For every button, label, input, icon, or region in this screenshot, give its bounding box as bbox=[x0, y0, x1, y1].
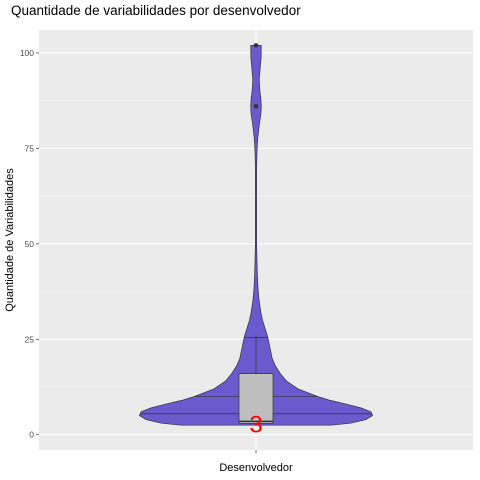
outlier-layer bbox=[253, 43, 259, 109]
y-tick-label: 0 bbox=[29, 430, 34, 440]
x-axis-title: Desenvolvedor bbox=[219, 462, 293, 474]
annotation-label: 3 bbox=[249, 411, 262, 438]
annotation-layer: 3 bbox=[249, 411, 262, 438]
chart-title: Quantidade de variabilidades por desenvo… bbox=[11, 3, 301, 18]
y-axis-title: Quantidade de Variabilidades bbox=[4, 168, 16, 312]
box-body bbox=[238, 373, 274, 424]
boxplot-layer bbox=[238, 335, 274, 426]
outlier-point bbox=[253, 43, 259, 48]
y-tick-label: 25 bbox=[25, 334, 35, 344]
y-tick-label: 50 bbox=[25, 239, 35, 249]
outlier-point bbox=[253, 104, 259, 109]
y-tick-label: 100 bbox=[20, 48, 34, 58]
y-axis: 0 25 50 75 100 bbox=[20, 48, 39, 440]
violin-body bbox=[139, 44, 373, 426]
y-tick-label: 75 bbox=[25, 143, 35, 153]
